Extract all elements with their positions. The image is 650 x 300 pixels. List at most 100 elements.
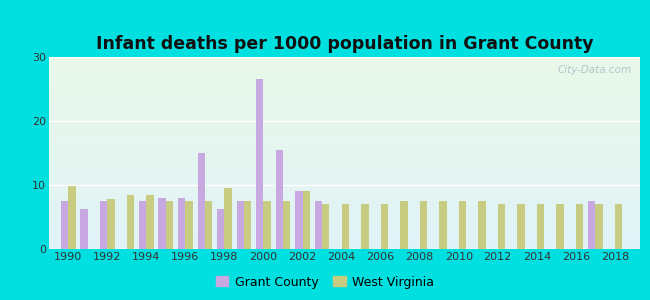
Bar (49, 106, 640, 107)
Bar (49, 91, 640, 92)
Bar (49, 239, 640, 240)
Bar (49, 216, 640, 217)
Bar (49, 170, 640, 171)
Bar (49, 94, 640, 95)
Bar (49, 176, 640, 177)
Bar (49, 218, 640, 219)
Bar (49, 132, 640, 133)
Bar (49, 224, 640, 225)
Bar (498, 204, 505, 249)
Bar (556, 204, 564, 249)
Bar (49, 215, 640, 216)
Bar (49, 219, 640, 220)
Bar (49, 133, 640, 134)
Bar (49, 203, 640, 204)
Bar (61, 201, 68, 249)
Bar (400, 201, 408, 249)
Bar (49, 194, 640, 195)
Bar (49, 222, 640, 223)
Bar (49, 81, 640, 82)
Bar (322, 204, 330, 249)
Bar (49, 99, 640, 100)
Bar (49, 137, 640, 138)
Bar (49, 212, 640, 214)
Bar (49, 175, 640, 176)
Bar (49, 242, 640, 243)
Bar (107, 199, 115, 249)
Bar (49, 126, 640, 127)
Bar (49, 104, 640, 105)
Bar (49, 125, 640, 126)
Bar (49, 190, 640, 191)
Bar (49, 226, 640, 227)
Bar (49, 197, 640, 198)
Bar (49, 60, 640, 61)
Bar (49, 186, 640, 187)
Bar (49, 71, 640, 72)
Bar (49, 115, 640, 116)
Bar (49, 196, 640, 197)
Bar (49, 116, 640, 118)
Bar (49, 158, 640, 159)
Bar (49, 111, 640, 112)
Bar (49, 143, 640, 144)
Bar (263, 201, 271, 249)
Bar (49, 205, 640, 206)
Bar (49, 247, 640, 248)
Bar (49, 100, 640, 101)
Bar (49, 161, 640, 162)
Bar (49, 179, 640, 180)
Bar (49, 131, 640, 132)
Bar (49, 184, 640, 185)
Bar (49, 217, 640, 218)
Bar (49, 173, 640, 174)
Bar (49, 168, 640, 169)
Bar (49, 62, 640, 63)
Bar (49, 181, 640, 182)
Bar (49, 209, 640, 210)
Bar (49, 89, 640, 90)
Bar (49, 193, 640, 194)
Bar (49, 244, 640, 245)
Bar (49, 74, 640, 75)
Bar (49, 82, 640, 83)
Bar (49, 66, 640, 67)
Bar (49, 73, 640, 74)
Bar (49, 236, 640, 238)
Bar (49, 220, 640, 221)
Bar (49, 152, 640, 153)
Bar (81, 209, 88, 249)
Bar (49, 233, 640, 234)
Bar (302, 191, 310, 249)
Bar (49, 90, 640, 91)
Bar (49, 187, 640, 188)
Bar (49, 102, 640, 103)
Bar (49, 230, 640, 231)
Bar (237, 201, 244, 249)
Bar (49, 172, 640, 173)
Bar (276, 150, 283, 249)
Bar (49, 147, 640, 148)
Bar (49, 191, 640, 192)
Bar (49, 160, 640, 161)
Bar (49, 136, 640, 137)
Bar (49, 129, 640, 130)
Bar (49, 149, 640, 150)
Bar (49, 223, 640, 224)
Bar (49, 108, 640, 109)
Bar (49, 229, 640, 230)
Bar (49, 118, 640, 119)
Bar (49, 97, 640, 98)
Bar (49, 63, 640, 64)
Bar (459, 201, 466, 249)
Bar (49, 114, 640, 115)
Bar (49, 206, 640, 207)
Bar (49, 140, 640, 142)
Bar (49, 169, 640, 170)
Bar (205, 201, 213, 249)
Bar (49, 65, 640, 66)
Bar (49, 57, 640, 58)
Bar (49, 88, 640, 89)
Bar (49, 238, 640, 239)
Bar (49, 80, 640, 81)
